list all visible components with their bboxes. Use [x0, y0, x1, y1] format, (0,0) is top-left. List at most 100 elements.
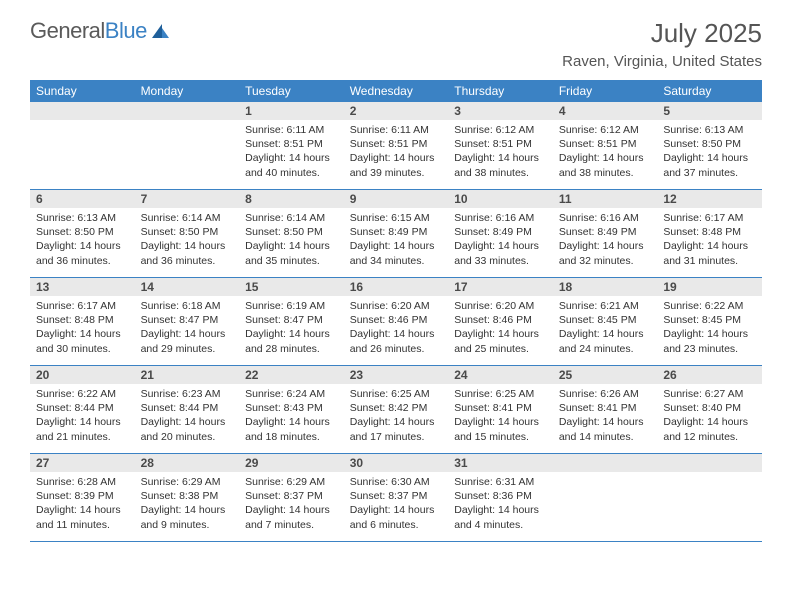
day-detail: Sunrise: 6:22 AMSunset: 8:45 PMDaylight:…	[657, 296, 762, 366]
month-year: July 2025	[562, 18, 762, 49]
day-number: 19	[657, 278, 762, 297]
day-detail: Sunrise: 6:20 AMSunset: 8:46 PMDaylight:…	[448, 296, 553, 366]
day-number: 2	[344, 102, 449, 120]
day-detail: Sunrise: 6:27 AMSunset: 8:40 PMDaylight:…	[657, 384, 762, 454]
brand-logo: GeneralBlue	[30, 18, 170, 44]
day-number: 11	[553, 190, 658, 209]
day-number: 23	[344, 366, 449, 385]
day-detail: Sunrise: 6:11 AMSunset: 8:51 PMDaylight:…	[239, 120, 344, 190]
day-header: Tuesday	[239, 80, 344, 102]
day-number: 28	[135, 454, 240, 473]
day-detail: Sunrise: 6:14 AMSunset: 8:50 PMDaylight:…	[135, 208, 240, 278]
day-header: Thursday	[448, 80, 553, 102]
day-detail: Sunrise: 6:29 AMSunset: 8:38 PMDaylight:…	[135, 472, 240, 542]
detail-row: Sunrise: 6:22 AMSunset: 8:44 PMDaylight:…	[30, 384, 762, 454]
day-detail: Sunrise: 6:25 AMSunset: 8:41 PMDaylight:…	[448, 384, 553, 454]
day-number: 24	[448, 366, 553, 385]
day-number: 8	[239, 190, 344, 209]
daynum-row: 13141516171819	[30, 278, 762, 297]
day-header-row: SundayMondayTuesdayWednesdayThursdayFrid…	[30, 80, 762, 102]
day-detail: Sunrise: 6:22 AMSunset: 8:44 PMDaylight:…	[30, 384, 135, 454]
day-detail: Sunrise: 6:18 AMSunset: 8:47 PMDaylight:…	[135, 296, 240, 366]
location-text: Raven, Virginia, United States	[562, 53, 762, 70]
day-number: 14	[135, 278, 240, 297]
day-number: 18	[553, 278, 658, 297]
day-number: 27	[30, 454, 135, 473]
brand-part2: Blue	[105, 18, 147, 44]
day-detail: Sunrise: 6:20 AMSunset: 8:46 PMDaylight:…	[344, 296, 449, 366]
calendar-page: GeneralBlue July 2025 Raven, Virginia, U…	[0, 0, 792, 552]
day-number: 9	[344, 190, 449, 209]
daynum-row: 20212223242526	[30, 366, 762, 385]
day-number: 6	[30, 190, 135, 209]
sail-icon	[150, 22, 170, 40]
day-detail: Sunrise: 6:16 AMSunset: 8:49 PMDaylight:…	[448, 208, 553, 278]
day-number: 15	[239, 278, 344, 297]
day-detail: Sunrise: 6:21 AMSunset: 8:45 PMDaylight:…	[553, 296, 658, 366]
brand-part1: General	[30, 18, 105, 44]
day-number: 4	[553, 102, 658, 120]
day-detail: Sunrise: 6:19 AMSunset: 8:47 PMDaylight:…	[239, 296, 344, 366]
day-header: Wednesday	[344, 80, 449, 102]
calendar-table: SundayMondayTuesdayWednesdayThursdayFrid…	[30, 80, 762, 542]
day-detail: Sunrise: 6:17 AMSunset: 8:48 PMDaylight:…	[30, 296, 135, 366]
day-detail: Sunrise: 6:12 AMSunset: 8:51 PMDaylight:…	[553, 120, 658, 190]
detail-row: Sunrise: 6:11 AMSunset: 8:51 PMDaylight:…	[30, 120, 762, 190]
day-number	[135, 102, 240, 120]
day-detail: Sunrise: 6:23 AMSunset: 8:44 PMDaylight:…	[135, 384, 240, 454]
day-detail: Sunrise: 6:15 AMSunset: 8:49 PMDaylight:…	[344, 208, 449, 278]
day-header: Friday	[553, 80, 658, 102]
day-number: 21	[135, 366, 240, 385]
day-number: 17	[448, 278, 553, 297]
day-detail: Sunrise: 6:12 AMSunset: 8:51 PMDaylight:…	[448, 120, 553, 190]
day-number: 30	[344, 454, 449, 473]
day-number: 16	[344, 278, 449, 297]
day-detail	[553, 472, 658, 542]
detail-row: Sunrise: 6:17 AMSunset: 8:48 PMDaylight:…	[30, 296, 762, 366]
day-number: 5	[657, 102, 762, 120]
day-number	[657, 454, 762, 473]
day-number: 31	[448, 454, 553, 473]
day-detail: Sunrise: 6:29 AMSunset: 8:37 PMDaylight:…	[239, 472, 344, 542]
day-number: 26	[657, 366, 762, 385]
day-header: Monday	[135, 80, 240, 102]
daynum-row: 6789101112	[30, 190, 762, 209]
day-number: 12	[657, 190, 762, 209]
day-number	[30, 102, 135, 120]
day-number	[553, 454, 658, 473]
day-detail	[135, 120, 240, 190]
day-detail: Sunrise: 6:13 AMSunset: 8:50 PMDaylight:…	[657, 120, 762, 190]
day-detail: Sunrise: 6:11 AMSunset: 8:51 PMDaylight:…	[344, 120, 449, 190]
day-header: Saturday	[657, 80, 762, 102]
day-detail: Sunrise: 6:13 AMSunset: 8:50 PMDaylight:…	[30, 208, 135, 278]
day-number: 29	[239, 454, 344, 473]
day-number: 20	[30, 366, 135, 385]
header-row: GeneralBlue July 2025 Raven, Virginia, U…	[30, 18, 762, 70]
day-detail: Sunrise: 6:17 AMSunset: 8:48 PMDaylight:…	[657, 208, 762, 278]
day-detail: Sunrise: 6:30 AMSunset: 8:37 PMDaylight:…	[344, 472, 449, 542]
day-detail: Sunrise: 6:24 AMSunset: 8:43 PMDaylight:…	[239, 384, 344, 454]
calendar-head: SundayMondayTuesdayWednesdayThursdayFrid…	[30, 80, 762, 102]
day-header: Sunday	[30, 80, 135, 102]
day-detail: Sunrise: 6:28 AMSunset: 8:39 PMDaylight:…	[30, 472, 135, 542]
detail-row: Sunrise: 6:28 AMSunset: 8:39 PMDaylight:…	[30, 472, 762, 542]
day-detail: Sunrise: 6:25 AMSunset: 8:42 PMDaylight:…	[344, 384, 449, 454]
day-number: 3	[448, 102, 553, 120]
title-block: July 2025 Raven, Virginia, United States	[562, 18, 762, 70]
calendar-body: 12345Sunrise: 6:11 AMSunset: 8:51 PMDayl…	[30, 102, 762, 542]
day-detail	[657, 472, 762, 542]
daynum-row: 2728293031	[30, 454, 762, 473]
daynum-row: 12345	[30, 102, 762, 120]
day-detail: Sunrise: 6:16 AMSunset: 8:49 PMDaylight:…	[553, 208, 658, 278]
day-number: 25	[553, 366, 658, 385]
day-number: 1	[239, 102, 344, 120]
day-number: 10	[448, 190, 553, 209]
day-number: 13	[30, 278, 135, 297]
day-detail	[30, 120, 135, 190]
detail-row: Sunrise: 6:13 AMSunset: 8:50 PMDaylight:…	[30, 208, 762, 278]
day-detail: Sunrise: 6:26 AMSunset: 8:41 PMDaylight:…	[553, 384, 658, 454]
day-number: 7	[135, 190, 240, 209]
day-detail: Sunrise: 6:31 AMSunset: 8:36 PMDaylight:…	[448, 472, 553, 542]
day-number: 22	[239, 366, 344, 385]
day-detail: Sunrise: 6:14 AMSunset: 8:50 PMDaylight:…	[239, 208, 344, 278]
